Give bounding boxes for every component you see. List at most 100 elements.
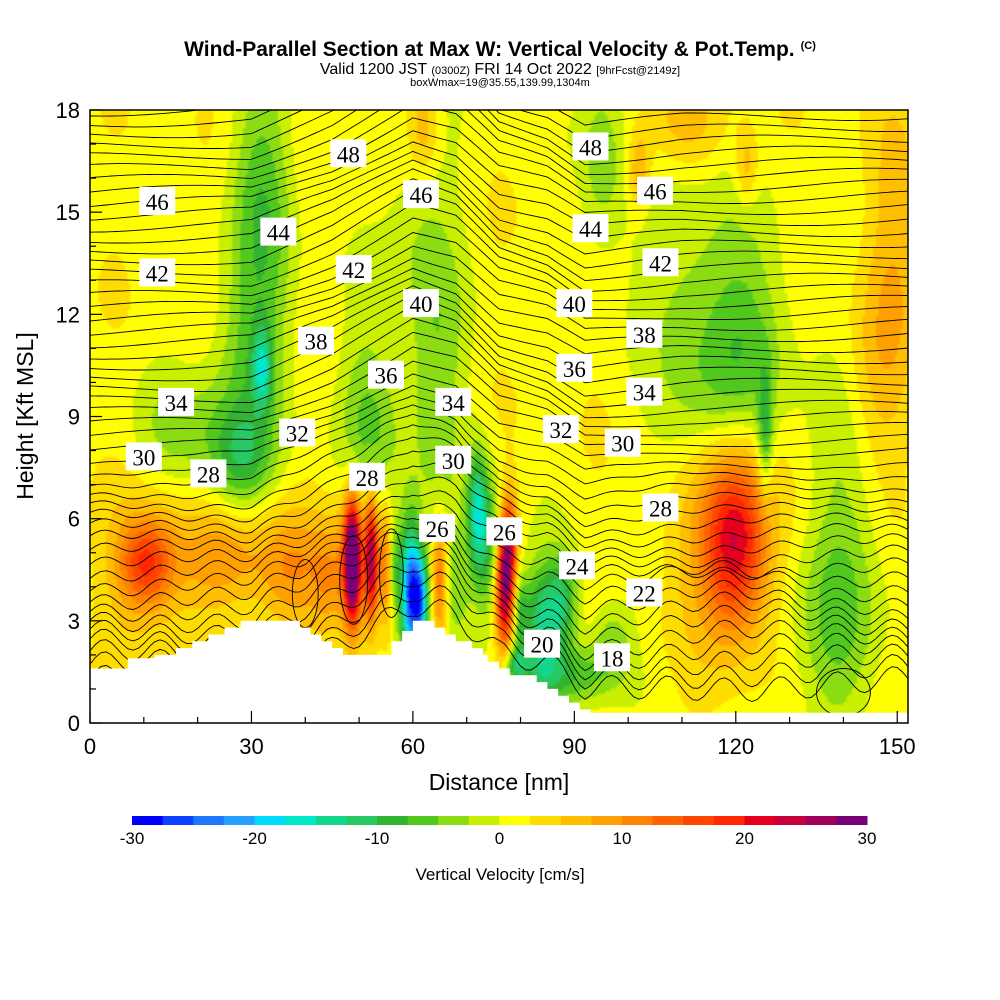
theta-contour-line	[90, 267, 908, 355]
contour-label: 30	[435, 445, 472, 474]
svg-text:30: 30	[611, 432, 634, 457]
colorbar-swatch	[775, 816, 807, 825]
svg-text:40: 40	[563, 292, 586, 317]
contour-label: 38	[626, 319, 663, 348]
svg-text:20: 20	[531, 633, 554, 658]
colorbar-swatch	[407, 816, 439, 825]
colorbar-swatch	[468, 816, 500, 825]
contour-label: 42	[335, 255, 372, 284]
colorbar-tick-label: 0	[495, 829, 504, 848]
svg-text:36: 36	[563, 357, 586, 382]
theta-contour-line	[90, 189, 908, 292]
svg-text:42: 42	[649, 251, 672, 276]
svg-text:36: 36	[374, 364, 397, 389]
colorbar-swatch	[652, 816, 684, 825]
contour-label: 26	[419, 513, 456, 542]
theta-contour-line	[90, 539, 908, 649]
contour-label: 42	[642, 248, 679, 277]
svg-text:24: 24	[566, 554, 590, 579]
contour-label: 40	[556, 289, 593, 318]
colorbar-swatch	[346, 816, 378, 825]
theta-contour-line	[90, 413, 908, 515]
svg-text:38: 38	[305, 330, 328, 355]
theta-contour-line	[90, 232, 908, 320]
colorbar-tick-label: -10	[365, 829, 390, 848]
theta-contour-line	[90, 141, 908, 227]
theta-contour-line	[90, 305, 908, 409]
colorbar-swatch	[254, 816, 286, 825]
y-axis-label: Height [Kft MSL]	[12, 332, 38, 499]
colorbar-swatch	[438, 816, 470, 825]
svg-text:28: 28	[356, 466, 379, 491]
svg-text:42: 42	[342, 258, 365, 283]
theta-contour-loop	[339, 535, 369, 625]
box-wmax-line: boxWmax=19@35.55,139.99,1304m	[410, 77, 590, 89]
colorbar-swatch	[591, 816, 623, 825]
theta-contour-line	[90, 203, 908, 302]
theta-contour-line	[90, 436, 908, 539]
contour-label: 44	[260, 217, 297, 246]
theta-contour-line	[90, 385, 908, 470]
colorbar-swatch	[805, 816, 837, 825]
colorbar-swatch	[836, 816, 868, 825]
theta-contour-line	[90, 346, 908, 437]
x-tick-label: 90	[562, 734, 586, 759]
contour-label: 20	[524, 629, 561, 658]
svg-text:46: 46	[644, 180, 667, 205]
contour-label: 36	[556, 353, 593, 382]
svg-text:44: 44	[267, 221, 291, 246]
theta-contour-line	[90, 110, 908, 194]
svg-text:48: 48	[579, 135, 602, 160]
svg-text:32: 32	[286, 422, 309, 447]
svg-text:28: 28	[197, 462, 220, 487]
svg-text:46: 46	[146, 190, 169, 215]
colorbar-swatch	[560, 816, 592, 825]
svg-text:34: 34	[442, 391, 466, 416]
contour-label: 28	[349, 462, 386, 491]
y-axis: 0 3 6 9 12 15 18	[56, 98, 102, 736]
colorbar-tick-label: 10	[613, 829, 632, 848]
contour-label: 48	[572, 132, 609, 161]
contour-label: 28	[642, 493, 679, 522]
y-tick-label: 6	[68, 507, 80, 532]
theta-contour-line	[90, 110, 908, 126]
contour-label: 34	[626, 377, 663, 406]
colorbar-tick-label: 30	[858, 829, 877, 848]
theta-contour-line	[90, 285, 908, 384]
y-tick-label: 9	[68, 405, 80, 430]
theta-contour-line	[90, 317, 908, 419]
contour-label: 30	[125, 442, 162, 471]
theta-contour-line	[90, 502, 908, 591]
valid-time: Valid 1200 JST	[319, 61, 427, 78]
x-tick-label: 120	[717, 734, 754, 759]
colorbar-swatch	[193, 816, 225, 825]
theta-contour-line	[90, 360, 908, 448]
chart-title: Wind-Parallel Section at Max W: Vertical…	[184, 38, 816, 61]
theta-contour-loop	[379, 528, 404, 618]
contour-label: 36	[367, 360, 404, 389]
colorbar-tick-label: -30	[120, 829, 145, 848]
x-tick-label: 0	[84, 734, 96, 759]
y-tick-label: 0	[68, 711, 80, 736]
theta-contour-line	[90, 294, 908, 397]
theta-contour-line	[90, 245, 908, 332]
contour-label: 18	[594, 643, 631, 672]
theta-contour-line	[90, 449, 908, 549]
contour-label: 28	[190, 459, 227, 488]
svg-text:32: 32	[549, 418, 572, 443]
theta-contour-line	[90, 168, 908, 269]
theta-contour-line	[90, 159, 908, 255]
theta-contour-line	[90, 130, 908, 215]
terrain-mask	[90, 620, 908, 723]
x-tick-label: 150	[879, 734, 916, 759]
colorbar-tick-label: 20	[735, 829, 754, 848]
colorbar-label: Vertical Velocity [cm/s]	[415, 865, 584, 884]
theta-contour-line	[90, 257, 908, 343]
contour-label: 46	[637, 176, 674, 205]
svg-text:30: 30	[132, 445, 155, 470]
theta-contour-line	[90, 178, 908, 282]
contour-label: 42	[139, 258, 176, 287]
theta-contour-line	[90, 331, 908, 428]
colorbar-swatch	[713, 816, 745, 825]
colorbar-swatch	[683, 816, 715, 825]
